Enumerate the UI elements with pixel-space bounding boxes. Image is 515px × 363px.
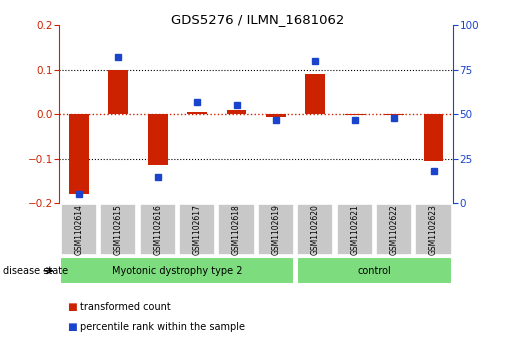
Bar [297, 204, 333, 255]
Text: disease state: disease state [3, 266, 67, 276]
Bar [345, 114, 365, 115]
Text: control: control [357, 266, 391, 276]
Text: ■: ■ [67, 322, 77, 333]
Bar [305, 74, 325, 114]
Bar [227, 110, 246, 114]
Bar [148, 114, 167, 164]
Bar [140, 204, 176, 255]
Bar [337, 204, 373, 255]
Bar [424, 114, 443, 161]
Text: GDS5276 / ILMN_1681062: GDS5276 / ILMN_1681062 [171, 13, 344, 26]
Bar [60, 257, 295, 284]
Text: transformed count: transformed count [80, 302, 170, 313]
Text: percentile rank within the sample: percentile rank within the sample [80, 322, 245, 333]
Bar [384, 114, 404, 115]
Text: Myotonic dystrophy type 2: Myotonic dystrophy type 2 [112, 266, 243, 276]
Bar [297, 257, 452, 284]
Bar [109, 70, 128, 114]
Text: GSM1102617: GSM1102617 [193, 204, 201, 255]
Bar [266, 114, 286, 117]
Text: GSM1102621: GSM1102621 [350, 204, 359, 255]
Text: GSM1102616: GSM1102616 [153, 204, 162, 255]
Bar [376, 204, 412, 255]
Bar [258, 204, 294, 255]
Text: GSM1102619: GSM1102619 [271, 204, 280, 255]
Text: GSM1102622: GSM1102622 [390, 204, 399, 255]
Text: GSM1102620: GSM1102620 [311, 204, 320, 255]
Bar [218, 204, 254, 255]
Bar [187, 112, 207, 114]
Bar [61, 204, 97, 255]
Text: GSM1102615: GSM1102615 [114, 204, 123, 255]
Text: GSM1102618: GSM1102618 [232, 204, 241, 255]
Bar [416, 204, 452, 255]
Text: GSM1102614: GSM1102614 [75, 204, 83, 255]
Text: ■: ■ [67, 302, 77, 313]
Bar [69, 114, 89, 194]
Bar [179, 204, 215, 255]
Text: GSM1102623: GSM1102623 [429, 204, 438, 255]
Bar [100, 204, 136, 255]
